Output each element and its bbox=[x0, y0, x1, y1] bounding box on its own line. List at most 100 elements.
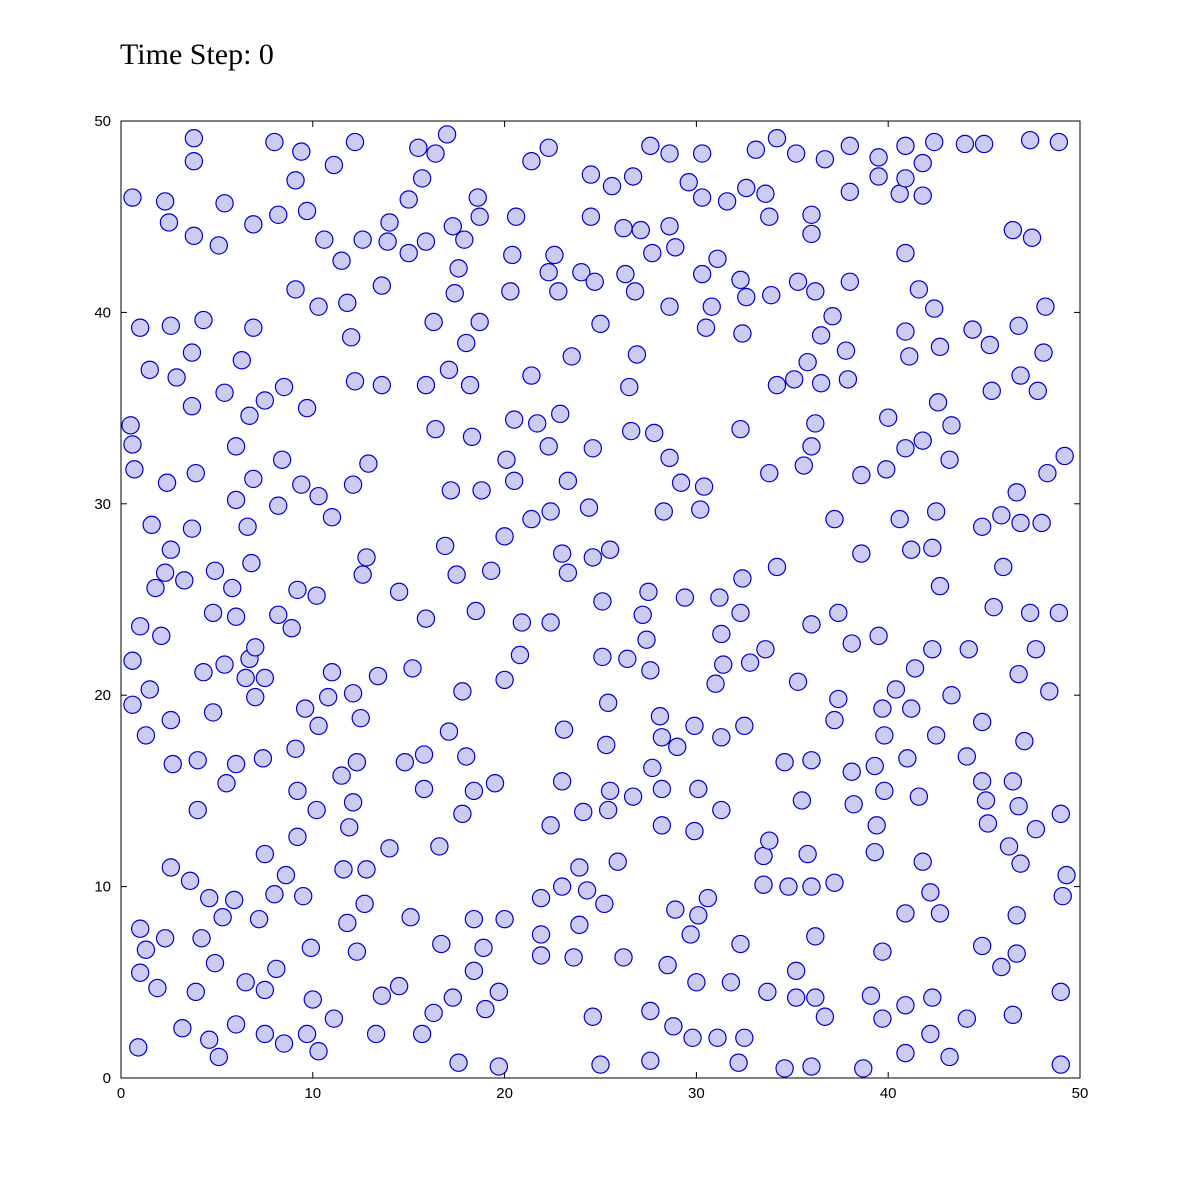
particle-point bbox=[641, 661, 660, 680]
particle-point bbox=[633, 605, 652, 625]
particle-point bbox=[188, 751, 207, 770]
particle-point bbox=[840, 136, 860, 156]
particle-point bbox=[733, 569, 752, 588]
particle-point bbox=[786, 961, 806, 981]
particle-point bbox=[733, 324, 752, 343]
particle-point bbox=[1007, 944, 1026, 963]
particle-point bbox=[439, 360, 459, 380]
particle-point bbox=[963, 320, 982, 339]
particle-point bbox=[957, 747, 977, 766]
particle-point bbox=[909, 280, 929, 299]
particle-point bbox=[972, 712, 992, 732]
particle-point bbox=[412, 169, 432, 188]
particle-point bbox=[474, 938, 493, 958]
particle-point bbox=[731, 934, 750, 954]
particle-point bbox=[123, 651, 142, 670]
particle-point bbox=[173, 1019, 192, 1038]
particle-point bbox=[1028, 381, 1048, 401]
particle-point bbox=[504, 471, 524, 491]
particle-point bbox=[740, 653, 760, 672]
particle-point bbox=[637, 630, 656, 649]
particle-point bbox=[668, 737, 687, 757]
particle-point bbox=[923, 538, 942, 558]
particle-point bbox=[746, 140, 766, 159]
particle-point bbox=[1020, 603, 1040, 623]
particle-point bbox=[470, 312, 489, 332]
particle-point bbox=[188, 800, 207, 820]
particle-point bbox=[660, 217, 679, 236]
particle-point bbox=[338, 293, 357, 313]
particle-point bbox=[875, 781, 894, 801]
particle-point bbox=[332, 766, 351, 785]
particle-point bbox=[503, 245, 522, 265]
particle-point bbox=[441, 481, 461, 500]
particle-point bbox=[767, 557, 787, 577]
particle-point bbox=[631, 220, 650, 240]
particle-point bbox=[802, 224, 821, 244]
particle-point bbox=[238, 517, 257, 536]
particle-point bbox=[307, 586, 326, 605]
particle-point bbox=[562, 347, 581, 366]
particle-point bbox=[192, 929, 211, 948]
particle-point bbox=[395, 752, 415, 772]
particle-point bbox=[549, 282, 568, 301]
particle-point bbox=[539, 263, 558, 282]
particle-point bbox=[240, 406, 259, 425]
particle-point bbox=[687, 973, 706, 992]
particle-point bbox=[836, 341, 856, 360]
particle-point bbox=[460, 375, 480, 395]
particle-point bbox=[545, 245, 564, 265]
particle-point bbox=[683, 1028, 702, 1048]
particle-point bbox=[136, 940, 156, 959]
particle-point bbox=[621, 421, 641, 441]
particle-point bbox=[255, 391, 275, 410]
particle-point bbox=[226, 437, 246, 456]
particle-point bbox=[1007, 906, 1026, 925]
particle-point bbox=[643, 243, 662, 263]
particle-point bbox=[462, 427, 482, 447]
chart-title: Time Step: 0 bbox=[120, 38, 274, 71]
particle-point bbox=[905, 659, 925, 678]
particle-point bbox=[564, 948, 583, 967]
particle-point bbox=[215, 655, 234, 674]
particle-point bbox=[714, 655, 733, 674]
particle-point bbox=[292, 142, 311, 161]
particle-point bbox=[249, 909, 269, 929]
particle-point bbox=[200, 888, 219, 908]
particle-point bbox=[900, 347, 919, 366]
particle-point bbox=[186, 982, 206, 1002]
particle-point bbox=[896, 996, 915, 1015]
particle-point bbox=[226, 754, 246, 774]
particle-point bbox=[506, 207, 526, 226]
particle-point bbox=[269, 205, 288, 224]
particle-point bbox=[1040, 682, 1059, 701]
particle-point bbox=[445, 284, 464, 303]
particle-point bbox=[1057, 865, 1076, 885]
particle-point bbox=[625, 282, 645, 301]
particle-point bbox=[802, 615, 821, 634]
particle-point bbox=[541, 816, 560, 835]
particle-point bbox=[203, 603, 223, 623]
particle-point bbox=[267, 959, 286, 979]
particle-point bbox=[664, 1017, 683, 1036]
particle-point bbox=[246, 638, 265, 657]
particle-point bbox=[570, 858, 589, 877]
particle-point bbox=[595, 894, 614, 914]
particle-point bbox=[786, 988, 806, 1007]
particle-point bbox=[184, 151, 204, 171]
particle-point bbox=[345, 372, 365, 391]
particle-point bbox=[437, 125, 457, 144]
particle-point bbox=[925, 299, 944, 318]
particle-point bbox=[572, 263, 591, 282]
particle-point bbox=[608, 852, 627, 871]
particle-point bbox=[315, 230, 334, 249]
particle-point bbox=[842, 634, 861, 653]
particle-point bbox=[167, 368, 186, 387]
particle-point bbox=[712, 728, 731, 747]
particle-point bbox=[309, 1042, 328, 1061]
particle-point bbox=[341, 328, 361, 347]
particle-point bbox=[854, 1059, 873, 1078]
particle-point bbox=[806, 988, 825, 1007]
particle-point bbox=[368, 666, 388, 686]
particle-point bbox=[389, 976, 409, 996]
